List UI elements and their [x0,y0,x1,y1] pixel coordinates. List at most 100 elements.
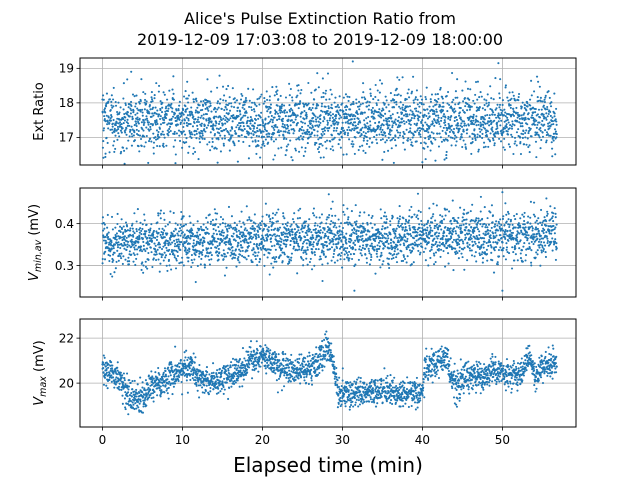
data-point [146,119,149,122]
data-point [273,132,276,135]
data-point [363,211,366,214]
data-point [118,125,121,128]
data-point [207,255,210,258]
data-point [338,229,341,232]
data-point [316,147,320,151]
data-point [416,98,419,101]
data-point [342,96,345,99]
data-point [102,221,105,224]
data-point [246,249,249,252]
data-point [448,210,451,213]
data-point [513,214,516,217]
data-point [198,227,201,230]
data-point [460,125,464,128]
data-point [388,110,391,113]
data-point [258,260,261,264]
data-point [372,246,375,249]
data-point [248,144,251,147]
data-point [521,118,524,121]
data-point [520,114,523,117]
data-point [394,235,397,238]
data-point [137,145,140,148]
data-point [524,118,527,121]
data-point [147,121,150,124]
data-point [140,121,143,124]
data-point [159,217,162,220]
data-point [124,116,127,119]
data-point [104,155,107,159]
data-point [128,135,131,138]
data-point [133,212,136,215]
data-point [132,260,135,263]
data-point [507,212,510,215]
data-point [209,131,212,134]
data-point [131,117,134,120]
data-point [402,114,406,117]
data-point [305,229,309,232]
data-point [267,121,270,124]
data-point [296,217,299,220]
data-point [267,229,270,232]
data-point [111,131,114,134]
data-point [384,245,387,248]
data-point [286,127,289,130]
data-point [470,237,473,240]
data-point [347,216,350,219]
data-point [419,210,422,214]
data-point [176,241,179,244]
data-point [203,237,206,240]
data-point [127,240,130,243]
data-point [423,113,426,116]
data-point [410,116,413,120]
data-point [211,243,214,246]
data-point [512,251,515,254]
data-point [102,127,106,130]
data-point [358,214,361,217]
data-point [144,232,147,235]
data-point [284,232,287,235]
data-point [290,259,293,262]
data-point [489,85,492,88]
data-point [414,96,417,99]
data-point [385,120,389,123]
data-point [401,117,404,120]
data-point [468,108,471,111]
data-point [498,92,501,95]
data-point [299,92,302,95]
data-point [479,219,482,222]
data-point [441,215,444,218]
data-point [124,131,127,134]
data-point [158,227,161,230]
data-point [397,222,400,225]
data-point [319,121,322,124]
data-point [182,244,185,248]
data-point [527,118,531,121]
data-point [367,250,371,253]
data-point [233,144,236,147]
data-point [224,99,227,102]
data-point [478,106,481,109]
data-point [422,124,425,127]
data-point [411,136,414,139]
data-point [324,92,327,95]
data-point [354,204,357,207]
data-point [419,142,423,145]
data-point [465,222,468,225]
data-point [353,252,356,256]
data-point [447,134,450,137]
data-point [252,253,255,256]
data-point [152,152,155,155]
data-point [412,99,415,102]
data-point [456,78,459,81]
data-point [476,228,480,231]
data-point [548,134,551,137]
data-point [225,108,228,111]
data-point [335,114,338,117]
data-point [191,91,194,94]
data-point [141,227,144,230]
data-point [138,117,141,120]
data-point [286,221,289,224]
data-point [141,111,144,114]
data-point [305,220,308,223]
data-point [219,126,222,130]
